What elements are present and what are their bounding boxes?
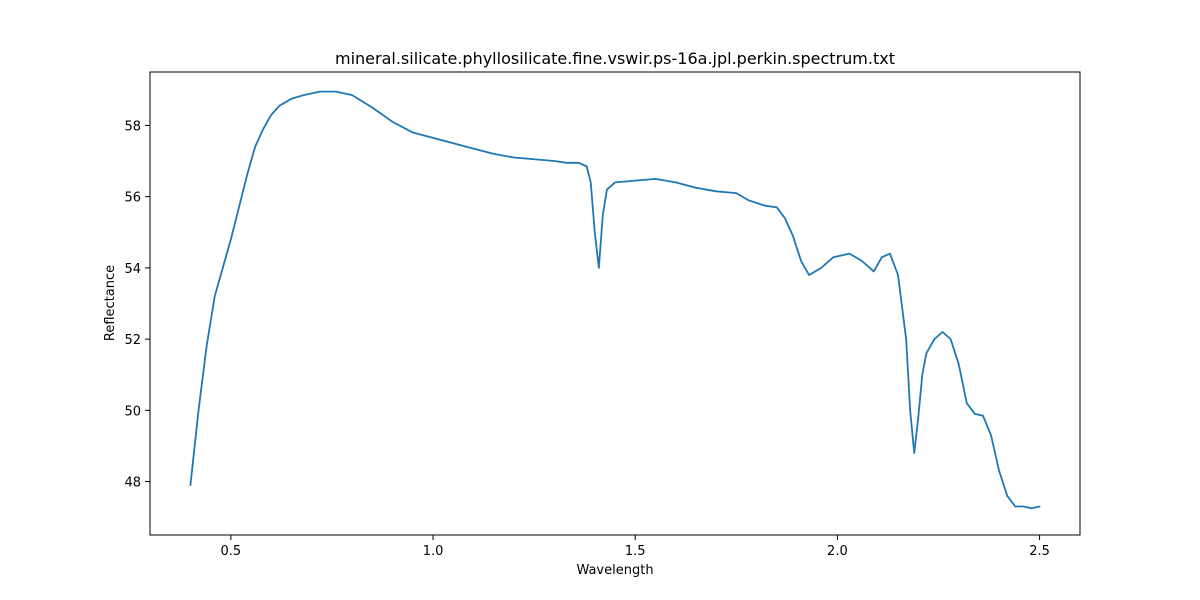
y-tick-label: 48: [124, 476, 141, 491]
y-axis-ticks: 48 50 52 54 56 58: [124, 119, 150, 491]
series-line-reflectance: [189, 90, 1041, 510]
x-tick-label: 2.5: [1029, 544, 1050, 559]
y-axis-label: Reflectance: [103, 265, 118, 341]
y-tick-label: 56: [124, 191, 141, 206]
x-tick-label: 0.5: [221, 544, 242, 559]
plot-frame: [149, 71, 1081, 536]
y-tick-label: 58: [124, 119, 141, 134]
y-tick-label: 50: [124, 404, 141, 419]
x-tick-label: 1.5: [625, 544, 646, 559]
y-tick-label: 52: [124, 333, 141, 348]
plot-area: [150, 72, 1080, 535]
x-tick-label: 2.0: [827, 544, 848, 559]
x-axis-ticks: 0.5 1.0 1.5 2.0 2.5: [221, 535, 1050, 559]
x-axis-label: Wavelength: [576, 563, 653, 578]
chart-title: mineral.silicate.phyllosilicate.fine.vsw…: [335, 49, 895, 68]
x-tick-label: 1.0: [423, 544, 444, 559]
y-tick-label: 54: [124, 262, 141, 277]
